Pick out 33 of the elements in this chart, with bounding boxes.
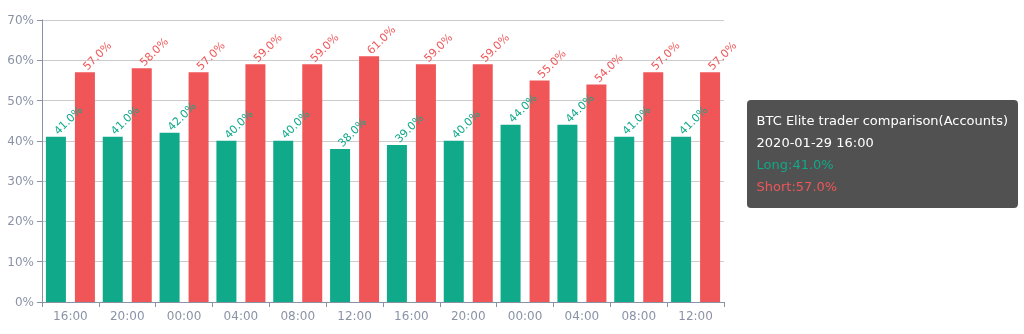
x-tick-label: 04:00 bbox=[223, 309, 259, 323]
bar bbox=[557, 124, 578, 302]
bar bbox=[273, 140, 294, 302]
x-tick-label: 08:00 bbox=[280, 309, 316, 323]
bar bbox=[159, 132, 180, 302]
bar bbox=[45, 136, 66, 302]
y-tick-label: 40% bbox=[7, 133, 34, 148]
y-tick-label: 70% bbox=[7, 13, 34, 27]
x-tick-label: 16:00 bbox=[53, 309, 88, 323]
bar bbox=[386, 144, 407, 302]
bar bbox=[216, 140, 237, 302]
y-tick-label: 60% bbox=[7, 53, 34, 68]
x-tick-label: 08:00 bbox=[621, 309, 657, 323]
x-tick-label: 20:00 bbox=[109, 309, 145, 323]
x-tick-label: 00:00 bbox=[166, 309, 202, 323]
bar bbox=[614, 136, 635, 302]
x-tick-label: 12:00 bbox=[337, 309, 372, 323]
x-tick-label: 00:00 bbox=[507, 309, 543, 323]
x-tick-label: 20:00 bbox=[450, 309, 486, 323]
bar bbox=[500, 124, 521, 302]
x-tick-label: 04:00 bbox=[564, 309, 600, 323]
y-tick-label: 50% bbox=[7, 93, 34, 108]
tooltip-box: BTC Elite trader comparison(Accounts) 2020-01-29 16:00 Long:41.0% Short:57.0% bbox=[746, 100, 1018, 208]
bar bbox=[102, 136, 123, 302]
y-tick-label: 10% bbox=[7, 254, 34, 269]
x-tick-label: 12:00 bbox=[678, 309, 713, 323]
x-tick-label: 16:00 bbox=[394, 309, 429, 323]
y-tick-label: 0% bbox=[14, 295, 34, 309]
bar bbox=[671, 136, 692, 302]
bar bbox=[330, 148, 351, 302]
bar bbox=[443, 140, 464, 302]
y-tick-label: 20% bbox=[7, 214, 34, 229]
y-tick-label: 30% bbox=[7, 174, 34, 189]
